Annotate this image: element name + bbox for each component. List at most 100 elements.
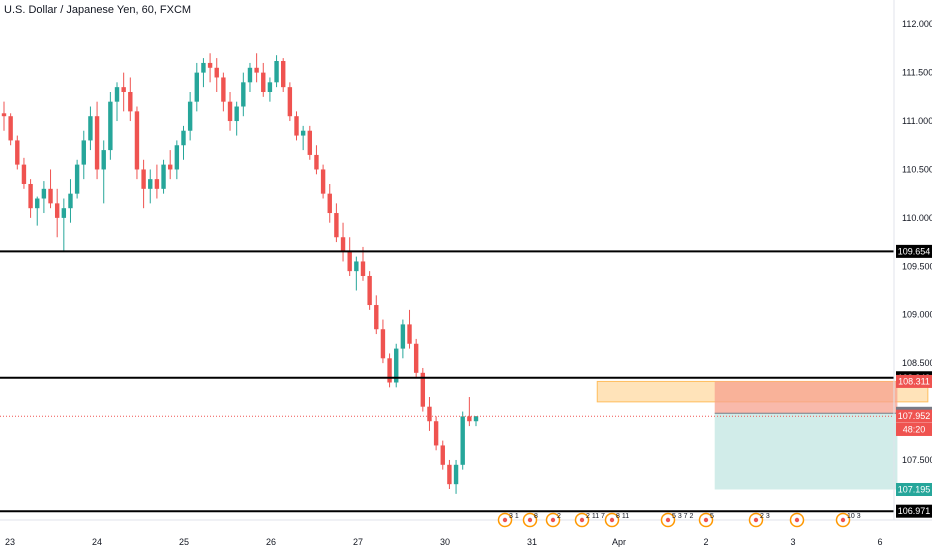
- candle-body: [88, 116, 93, 141]
- candle-body: [307, 130, 313, 155]
- stop-loss-zone[interactable]: [714, 381, 898, 414]
- candle-body: [207, 62, 213, 68]
- candle-body: [35, 198, 40, 209]
- price-tick-label: 107.500: [902, 455, 932, 465]
- price-tick-label: 109.000: [902, 310, 932, 320]
- candle-body: [227, 101, 233, 122]
- time-axis[interactable]: 23 24 25 26 27 30 31 Apr 2 3 6: [5, 537, 883, 547]
- candle-body: [320, 169, 326, 194]
- event-count-label: 10 3: [847, 513, 861, 520]
- candle-body: [21, 164, 27, 184]
- candle-body: [214, 67, 219, 78]
- time-tick-label: 2: [703, 537, 708, 547]
- chart-title: U.S. Dollar / Japanese Yen, 60, FXCM: [4, 4, 192, 16]
- price-tag: [896, 422, 932, 436]
- event-marker[interactable]: 3 1: [497, 512, 519, 528]
- candle-body: [114, 87, 120, 102]
- candle-body: [447, 464, 452, 485]
- candle-body: [427, 406, 432, 422]
- price-tag-label: 106.971: [898, 506, 931, 516]
- candle-body: [347, 251, 352, 272]
- candle-body: [261, 72, 266, 92]
- time-tick-label: Apr: [612, 537, 626, 547]
- event-marker[interactable]: 10 3: [835, 512, 861, 528]
- price-tag: [896, 482, 932, 496]
- candle-body: [48, 188, 53, 204]
- event-flag-dot: [665, 517, 671, 523]
- price-tick-label: 112.000: [902, 19, 932, 29]
- candle-body: [108, 101, 113, 151]
- candle-body: [141, 169, 146, 189]
- event-marker[interactable]: 8 11: [604, 512, 630, 528]
- event-marker[interactable]: 2: [545, 512, 562, 528]
- economic-events-row[interactable]: 3 1 8 2 2 11 7 8 11 5 3 7 2 5 2 3 10 3: [497, 512, 861, 528]
- candle-body: [121, 87, 126, 92]
- candle-body: [281, 61, 286, 88]
- candle-body: [68, 193, 73, 209]
- take-profit-zone[interactable]: [714, 413, 898, 490]
- event-count-label: 5 3 7 2: [672, 513, 694, 520]
- time-tick-label: 3: [790, 537, 795, 547]
- event-marker[interactable]: 5: [698, 512, 715, 528]
- candle-body: [473, 416, 479, 422]
- time-tick-label: 25: [179, 537, 189, 547]
- candle-body: [460, 416, 465, 465]
- event-flag-dot: [609, 517, 615, 523]
- candle-body: [374, 305, 379, 330]
- candle-body: [247, 67, 253, 83]
- price-tag: [896, 374, 932, 388]
- candle-body: [8, 116, 13, 141]
- event-count-label: 8 11: [616, 513, 629, 520]
- candle-body: [380, 329, 386, 359]
- event-marker[interactable]: 2 3: [748, 512, 770, 528]
- candle-body: [394, 348, 399, 383]
- candle-body: [387, 358, 392, 383]
- candle-body: [221, 77, 226, 102]
- candle-body: [187, 101, 193, 131]
- time-tick-label: 31: [527, 537, 537, 547]
- time-tick-label: 27: [353, 537, 363, 547]
- price-tags: 109.654108.349108.311107.982107.95248:20…: [896, 244, 932, 518]
- candle-body: [128, 91, 133, 112]
- price-tick-label: 110.000: [902, 213, 932, 223]
- candle-body: [274, 61, 279, 83]
- candle-body: [28, 183, 33, 209]
- candle-body: [54, 203, 60, 218]
- candle-body: [234, 106, 239, 122]
- event-marker[interactable]: [789, 512, 805, 528]
- candle-body: [314, 154, 319, 170]
- event-marker[interactable]: 2 11 7: [574, 512, 606, 528]
- time-tick-label: 23: [5, 537, 15, 547]
- price-tag-label: 109.654: [898, 246, 931, 256]
- candle-body: [367, 275, 372, 306]
- candle-body: [181, 130, 186, 146]
- candle-body: [148, 179, 153, 189]
- candle-body: [467, 416, 472, 422]
- candle-body: [453, 464, 459, 485]
- time-tick-label: 30: [440, 537, 450, 547]
- candle-body: [241, 82, 246, 107]
- price-tag: [896, 244, 932, 258]
- candle-body: [254, 67, 259, 73]
- price-tag-label: 108.311: [898, 376, 930, 386]
- event-count-label: 2 3: [760, 513, 770, 520]
- candle-body: [420, 372, 426, 407]
- candle-body: [94, 116, 100, 170]
- candle-body: [400, 324, 406, 349]
- price-tag-label: 107.952: [898, 411, 931, 421]
- candle-body: [287, 87, 293, 117]
- event-count-label: 2 11 7: [586, 513, 605, 520]
- price-tick-label: 109.500: [902, 261, 932, 271]
- candle-body: [267, 82, 273, 92]
- event-marker[interactable]: 8: [522, 512, 539, 528]
- candle-body: [440, 445, 445, 465]
- candle-body: [407, 324, 412, 344]
- event-flag-dot: [794, 517, 800, 523]
- candle-body: [161, 164, 166, 189]
- event-marker[interactable]: 5 3 7 2: [660, 512, 694, 528]
- candle-body: [194, 72, 199, 102]
- drawing-layer[interactable]: [596, 380, 929, 490]
- horizontal-levels[interactable]: [0, 250, 894, 513]
- candle-body: [167, 164, 173, 170]
